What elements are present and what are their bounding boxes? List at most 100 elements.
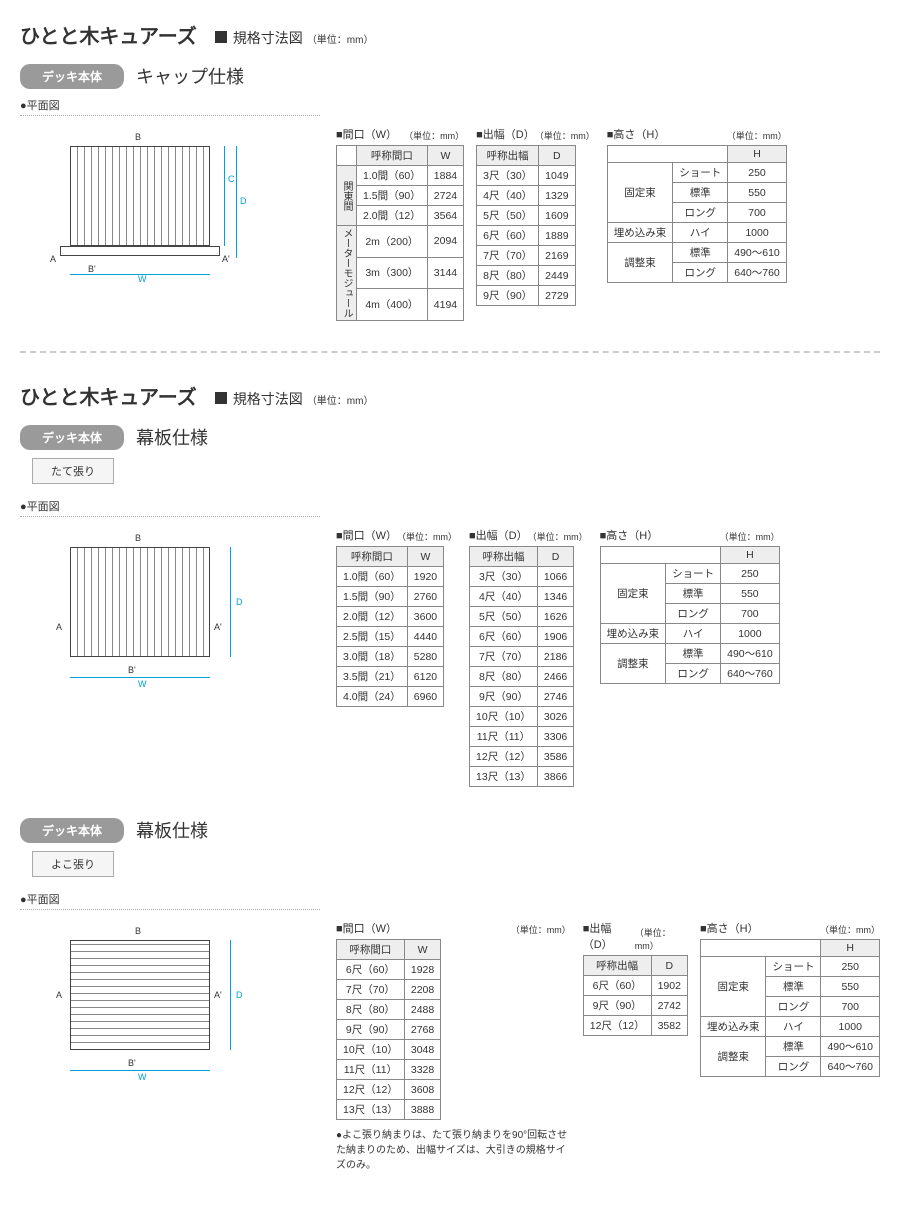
tbl-title: ■出幅（D） bbox=[476, 126, 535, 142]
table-cell: 12尺（12） bbox=[583, 1016, 651, 1036]
table-cell: 9尺（90） bbox=[337, 1020, 405, 1040]
table-row: 3.5間（21）6120 bbox=[337, 667, 444, 687]
table-row: 3尺（30）1066 bbox=[470, 567, 574, 587]
table-cell: 1920 bbox=[407, 567, 443, 587]
table-cell: 1884 bbox=[427, 166, 463, 186]
table-cell: 3尺（30） bbox=[477, 166, 539, 186]
table-d: ■出幅（D） （単位：mm） 呼称出幅 D 3尺（30）10494尺（40）13… bbox=[476, 126, 595, 321]
table-row: 調整束標準490～610 bbox=[600, 644, 779, 664]
spec-label: キャップ仕様 bbox=[136, 63, 244, 89]
spec-label: 幕板仕様 bbox=[136, 817, 208, 843]
table-cell: 12尺（12） bbox=[470, 747, 538, 767]
table-cell: 2169 bbox=[539, 246, 575, 266]
dim-line-w bbox=[70, 274, 210, 275]
table-cell: 1049 bbox=[539, 166, 575, 186]
title-row: ひとと木キュアーズ 規格寸法図 （単位：mm） bbox=[20, 381, 880, 410]
table-h: ■高さ（H） （単位：mm） H 固定束ショート250標準550ロング700埋め… bbox=[600, 527, 780, 787]
product-name: ひとと木キュアーズ bbox=[20, 20, 197, 49]
table-row: 関東間1.0間（60）1884 bbox=[337, 166, 464, 186]
deck-base bbox=[60, 246, 220, 256]
table-cell: 9尺（90） bbox=[470, 687, 538, 707]
tbl-unit: （単位：mm） bbox=[404, 129, 464, 142]
value-cell: 640～760 bbox=[728, 263, 787, 283]
table-cell: 8尺（80） bbox=[470, 667, 538, 687]
dim-line-w bbox=[70, 677, 210, 678]
content-row: B A A' B' W C D ■間口（W） （単位：mm） bbox=[20, 126, 880, 321]
table-row: 13尺（13）3866 bbox=[470, 767, 574, 787]
table-row: 7尺（70）2186 bbox=[470, 647, 574, 667]
sub-cell: ショート bbox=[766, 957, 821, 977]
sub-cell: ショート bbox=[673, 163, 728, 183]
tbl-unit: （単位：mm） bbox=[397, 530, 457, 543]
table-cell: 2m（200） bbox=[357, 226, 428, 258]
pt-ap: A' bbox=[214, 622, 222, 632]
table-cell: 11尺（11） bbox=[337, 1060, 405, 1080]
sub-cell: 標準 bbox=[666, 644, 721, 664]
table-row: 13尺（13）3888 bbox=[337, 1100, 441, 1120]
group-cell: 調整束 bbox=[600, 644, 666, 684]
pt-bp: B' bbox=[88, 264, 96, 274]
deck-diagram: B A A' B' W D bbox=[50, 537, 250, 707]
spec-drawing-label: 規格寸法図 bbox=[233, 28, 303, 48]
table-d: ■出幅（D） （単位：mm） 呼称出幅 D 3尺（30）10664尺（40）13… bbox=[469, 527, 588, 787]
table-cell: 3026 bbox=[537, 707, 573, 727]
table-d: ■出幅（D） （単位：mm） 呼称出幅 D 6尺（60）19029尺（90）27… bbox=[583, 920, 688, 1171]
product-name: ひとと木キュアーズ bbox=[20, 381, 197, 410]
value-cell: 250 bbox=[821, 957, 880, 977]
group-cell: 固定束 bbox=[700, 957, 766, 1017]
plan-view-label: ●平面図 bbox=[20, 97, 880, 113]
dotted-rule bbox=[20, 516, 320, 517]
table-row: 2.5間（15）4440 bbox=[337, 627, 444, 647]
tbl-unit: （単位：mm） bbox=[511, 923, 571, 936]
value-cell: 1000 bbox=[821, 1017, 880, 1037]
table-cell: 1906 bbox=[537, 627, 573, 647]
tbl-title: ■間口（W） bbox=[336, 126, 397, 142]
table-row: 8尺（80）2488 bbox=[337, 1000, 441, 1020]
table-cell: 6尺（60） bbox=[337, 960, 405, 980]
table-row: 9尺（90）2729 bbox=[477, 286, 575, 306]
table-row: 12尺（12）3586 bbox=[470, 747, 574, 767]
sub-cell: ロング bbox=[666, 664, 721, 684]
table-row: 固定束ショート250 bbox=[600, 564, 779, 584]
dim-w: W bbox=[138, 679, 147, 689]
table-w: ■間口（W） （単位：mm） 呼称間口 W 1.0間（60）19201.5間（9… bbox=[336, 527, 457, 787]
col1: 呼称間口 bbox=[337, 547, 408, 567]
value-cell: 640～760 bbox=[821, 1057, 880, 1077]
table-cell: 2.0間（12） bbox=[337, 607, 408, 627]
table-cell: 1.5間（90） bbox=[357, 186, 428, 206]
table: H 固定束ショート250標準550ロング700埋め込み束ハイ1000調整束標準4… bbox=[607, 145, 787, 283]
tbl-title: ■高さ（H） bbox=[600, 527, 659, 543]
unit-note: （単位：mm） bbox=[307, 31, 374, 46]
table-cell: 2094 bbox=[427, 226, 463, 258]
deck-body bbox=[70, 547, 210, 657]
table-cell: 12尺（12） bbox=[337, 1080, 405, 1100]
deck-diagram: B A A' B' W D bbox=[50, 930, 250, 1100]
spec-drawing-label: 規格寸法図 bbox=[233, 389, 303, 409]
table: H 固定束ショート250標準550ロング700埋め込み束ハイ1000調整束標準4… bbox=[700, 939, 880, 1077]
table-cell: 10尺（10） bbox=[337, 1040, 405, 1060]
deck-body-pill: デッキ本体 bbox=[20, 818, 124, 843]
table-cell: 9尺（90） bbox=[477, 286, 539, 306]
table-cell: 6尺（60） bbox=[477, 226, 539, 246]
table-cell: 5尺（50） bbox=[470, 607, 538, 627]
sub-cell: 標準 bbox=[766, 1037, 821, 1057]
table-cell: 1626 bbox=[537, 607, 573, 627]
table-row: 10尺（10）3048 bbox=[337, 1040, 441, 1060]
pt-bp: B' bbox=[128, 1058, 136, 1068]
table-row: 7尺（70）2169 bbox=[477, 246, 575, 266]
table-w: ■間口（W） （単位：mm） 呼称間口 W 関東間1.0間（60）18841.5… bbox=[336, 126, 464, 321]
table-cell: 2208 bbox=[404, 980, 440, 1000]
dotted-rule bbox=[20, 909, 320, 910]
table-row: 5尺（50）1609 bbox=[477, 206, 575, 226]
table-row: 4尺（40）1346 bbox=[470, 587, 574, 607]
table-cell: 2449 bbox=[539, 266, 575, 286]
dim-c: C bbox=[228, 174, 235, 184]
tables-col: ■間口（W） （単位：mm） 呼称間口 W 1.0間（60）19201.5間（9… bbox=[336, 527, 780, 787]
table-row: 10尺（10）3026 bbox=[470, 707, 574, 727]
table-cell: 7尺（70） bbox=[477, 246, 539, 266]
table-row: 6尺（60）1928 bbox=[337, 960, 441, 980]
table-cell: 1889 bbox=[539, 226, 575, 246]
dim-w: W bbox=[138, 274, 147, 284]
tbl-unit: （単位：mm） bbox=[528, 530, 588, 543]
dim-d: D bbox=[240, 196, 247, 206]
